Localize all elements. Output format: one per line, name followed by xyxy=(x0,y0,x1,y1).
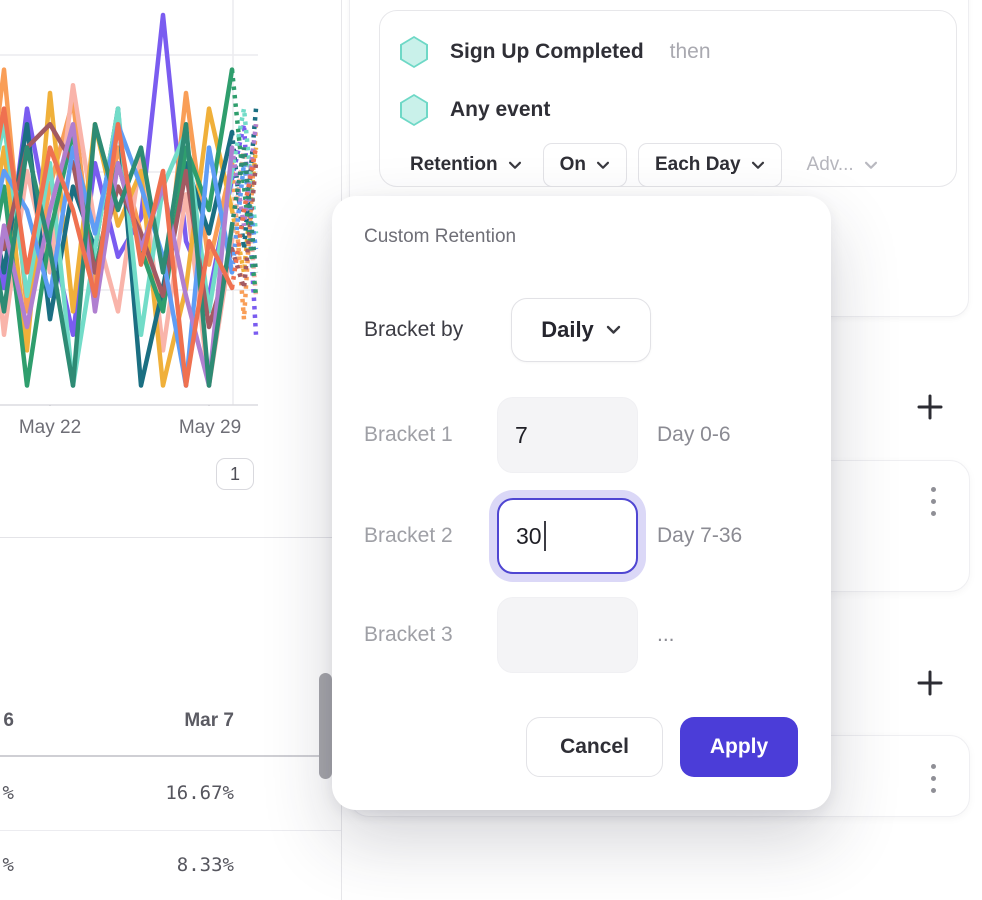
bracket-input-1[interactable]: 7 xyxy=(497,397,638,473)
bracket-range-hint: Day 7-36 xyxy=(657,524,743,547)
chevron-down-icon xyxy=(596,161,610,169)
table-column-header: 6 xyxy=(3,710,14,731)
kebab-icon xyxy=(930,764,936,769)
x-axis-tick-label: May 22 xyxy=(18,417,82,438)
series-cohort-11-forecast xyxy=(229,147,259,273)
bracket-input-value: 30 xyxy=(516,522,542,549)
bracket-input-value: 7 xyxy=(515,421,528,448)
bracket-label: Bracket 3 xyxy=(364,623,453,646)
series-cohort-11 xyxy=(0,121,235,388)
series-cohort-12-forecast xyxy=(229,147,259,289)
hexagon-icon xyxy=(400,94,428,126)
table-cell: % xyxy=(2,854,14,876)
table-header-underline xyxy=(0,755,341,757)
add-step-button[interactable] xyxy=(910,387,950,427)
plus-icon xyxy=(917,670,943,696)
table-row-divider xyxy=(0,830,341,831)
bracket-range-hint: ... xyxy=(657,623,675,646)
bracket-label: Bracket 1 xyxy=(364,423,453,446)
chevron-down-icon xyxy=(508,161,521,169)
hexagon-icon xyxy=(400,36,428,68)
chevron-down-icon xyxy=(864,161,877,169)
dropdown-adv[interactable]: Adv... xyxy=(797,143,888,187)
chevron-down-icon xyxy=(751,161,764,169)
bracket-by-dropdown[interactable]: Daily xyxy=(511,298,651,362)
event-step-row[interactable]: Any event xyxy=(400,81,938,139)
bracket-row: Bracket 1 7 Day 0-6 xyxy=(332,397,831,473)
dropdown-each-day[interactable]: Each Day xyxy=(638,143,782,187)
event-step-row[interactable]: Sign Up Completed then xyxy=(400,23,938,81)
kebab-icon xyxy=(930,511,936,516)
bracket-row: Bracket 3... xyxy=(332,597,831,673)
bracket-range-hint: Day 0-6 xyxy=(657,423,731,446)
bracket-label: Bracket 2 xyxy=(364,524,453,547)
bracket-by-label: Bracket by xyxy=(364,318,464,341)
series-cohort-9 xyxy=(0,121,235,388)
text-caret xyxy=(543,521,546,551)
cancel-button[interactable]: Cancel xyxy=(526,717,663,777)
dropdown-label: Each Day xyxy=(655,154,741,175)
dropdown-on[interactable]: On xyxy=(542,143,627,187)
kebab-icon xyxy=(930,788,936,793)
more-options-button[interactable] xyxy=(923,764,943,793)
series-cohort-9-forecast xyxy=(229,162,259,273)
dropdown-label: On xyxy=(559,154,586,175)
query-controls-row: Retention On Each Day Adv... xyxy=(400,143,938,187)
chevron-down-icon xyxy=(606,325,620,334)
custom-retention-modal: Custom Retention Bracket by Daily Bracke… xyxy=(332,196,831,810)
kebab-icon xyxy=(930,499,936,504)
series-cohort-3 xyxy=(0,82,235,388)
bracket-input-2[interactable]: 30 xyxy=(497,498,638,574)
table-cell: % xyxy=(2,782,14,804)
modal-title: Custom Retention xyxy=(364,226,517,247)
event-name: Sign Up Completed xyxy=(450,40,644,63)
kebab-icon xyxy=(930,776,936,781)
dropdown-label: Adv... xyxy=(806,154,854,175)
pagination-page-button[interactable]: 1 xyxy=(216,458,254,490)
kebab-icon xyxy=(930,487,936,492)
bracket-by-value: Daily xyxy=(541,317,594,342)
event-name: Any event xyxy=(450,98,551,121)
series-cohort-10-forecast xyxy=(229,123,259,226)
series-cohort-12 xyxy=(0,106,235,388)
add-step-button[interactable] xyxy=(910,663,950,703)
table-scrollbar-thumb[interactable] xyxy=(319,673,332,779)
table-column-header: Mar 7 xyxy=(184,710,234,731)
table-cell: 8.33% xyxy=(176,854,234,876)
retention-line-chart xyxy=(0,0,259,406)
more-options-button[interactable] xyxy=(923,487,943,516)
apply-button[interactable]: Apply xyxy=(680,717,798,777)
event-connector-label: then xyxy=(669,40,711,63)
dropdown-label: Retention xyxy=(410,154,498,175)
x-axis-tick-label: May 29 xyxy=(178,417,242,438)
query-builder-card: Sign Up Completed then Any event Retention… xyxy=(379,10,957,187)
panel-divider xyxy=(0,537,341,538)
bracket-input-3[interactable] xyxy=(497,597,638,673)
bracket-row: Bracket 2 30 Day 7-36 xyxy=(332,498,831,574)
plus-icon xyxy=(917,394,943,420)
series-cohort-10 xyxy=(0,121,235,388)
table-cell: 16.67% xyxy=(165,782,234,804)
dropdown-retention[interactable]: Retention xyxy=(400,143,532,187)
